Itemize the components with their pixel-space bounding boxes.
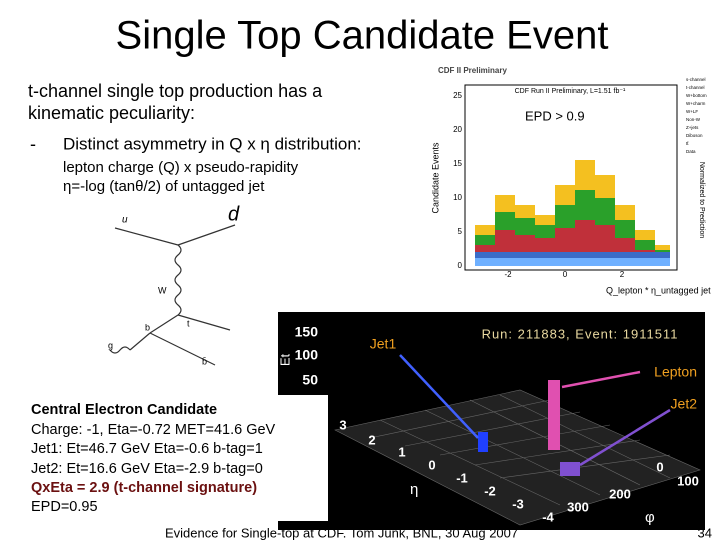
eta-tick: -4	[542, 509, 554, 524]
slide-title: Single Top Candidate Event	[116, 14, 609, 58]
hist-title: CDF Run II Preliminary, L=1.51 fb⁻¹	[515, 88, 626, 95]
legend-entry: t-channel	[686, 85, 705, 90]
legend-entry: s-channel	[686, 77, 706, 82]
candidate-text: Central Electron Candidate Charge: -1, E…	[31, 402, 276, 515]
hist-x-label: Q_lepton * η_untagged jet	[606, 285, 711, 295]
candidate-box	[27, 395, 328, 521]
legend-entry: W+charm	[686, 101, 706, 106]
lego-grid	[334, 389, 701, 526]
candidate-epd: EPD=0.95	[31, 499, 98, 515]
phi-tick: 0	[656, 459, 663, 474]
legend-entry: W+LF	[686, 109, 698, 114]
eta-tick: 2	[368, 432, 375, 447]
et-tick: 50	[302, 372, 318, 388]
point-box: t-channel single top production has a ki…	[28, 81, 323, 123]
hist-x-tick: -2	[504, 270, 512, 279]
legend-entry: Diboson	[686, 133, 703, 138]
jet2-tower	[560, 462, 580, 476]
legend-entry: W+bottom	[686, 93, 707, 98]
phi-ticks: 0 100 200 300	[567, 459, 699, 514]
candidate-line: Charge: -1, Eta=-0.72 MET=41.6 GeV	[31, 422, 276, 438]
legend-entry: Z+jets	[686, 125, 699, 130]
feynman-label: u	[122, 215, 128, 226]
feynman-label: b	[145, 322, 150, 332]
hist-y-label: Candidate Events	[430, 142, 440, 214]
candidate-signature: QxEta = 2.9 (t-channel signature)	[31, 480, 257, 496]
eta-tick: 0	[428, 457, 435, 472]
main-point: t-channel single top production has a ki…	[28, 81, 323, 123]
event-arrows	[399, 354, 671, 467]
et-label: Et	[277, 353, 292, 366]
eta-tick: 1	[398, 444, 405, 459]
hist-header: CDF II Preliminary	[438, 66, 507, 75]
feynman-diagram	[109, 224, 236, 366]
et-tick: 150	[295, 324, 319, 340]
hist-y-tick: 15	[453, 159, 462, 168]
note: η=-log (tanθ/2) of untagged jet	[63, 178, 265, 195]
hist-stack	[475, 160, 670, 266]
event-header: Run: 211883, Event: 1911511	[482, 326, 679, 341]
feynman-label: W	[158, 285, 167, 295]
lepton-label: Lepton	[654, 364, 697, 380]
eta-ticks: 3 2 1 0 -1 -2 -3 -4	[339, 417, 554, 524]
jet1-label: Jet1	[370, 336, 397, 352]
feynman-label: g	[108, 340, 113, 350]
feynman-label: t	[187, 318, 190, 328]
hist-y-tick: 10	[453, 193, 462, 202]
page-number: 34	[698, 525, 712, 540]
feynman-label: b̄	[202, 356, 207, 366]
bullet: -	[30, 134, 36, 154]
eta-tick: -2	[484, 483, 496, 498]
lepton-tower	[548, 380, 560, 450]
hist-y-ticks: 25 20 15 10 5 0	[453, 91, 462, 270]
eta-tick: -1	[456, 470, 468, 485]
hist-y-tick: 25	[453, 91, 462, 100]
eta-label: η	[410, 481, 418, 498]
et-tick: 100	[295, 347, 319, 363]
jet1-tower	[478, 432, 488, 452]
phi-tick: 300	[567, 499, 589, 514]
hist-cut: EPD > 0.9	[525, 108, 585, 123]
legend-entry: tt̄	[686, 141, 689, 147]
candidate-line: Jet1: Et=46.7 GeV Eta=-0.6 b-tag=1	[31, 441, 263, 457]
eta-tick: 3	[339, 417, 346, 432]
hist-legend: s-channel t-channel W+bottom W+charm W+L…	[686, 77, 707, 154]
sub-point: Distinct asymmetry in Q x η distribution…	[63, 134, 362, 153]
hist-y-tick: 0	[458, 261, 463, 270]
phi-tick: 100	[677, 473, 699, 488]
hist-x-tick: 0	[563, 270, 568, 279]
feynman-label: d	[228, 203, 240, 225]
phi-label: φ	[645, 509, 655, 526]
footer: Evidence for Single-top at CDF. Tom Junk…	[165, 525, 518, 540]
hist-side-label: Normalized to Prediction	[698, 162, 705, 238]
legend-entry: Non-W	[686, 117, 701, 122]
phi-tick: 200	[609, 486, 631, 501]
note: lepton charge (Q) x pseudo-rapidity	[63, 159, 299, 176]
hist-y-tick: 5	[458, 227, 463, 236]
et-ticks: 150 100 50	[295, 324, 319, 388]
hist-x-ticks: -2 0 2	[504, 270, 624, 279]
candidate-heading: Central Electron Candidate	[31, 402, 217, 418]
legend-entry: Data	[686, 149, 696, 154]
hist-y-tick: 20	[453, 125, 462, 134]
hist-x-tick: 2	[620, 270, 625, 279]
jet2-label: Jet2	[671, 396, 698, 412]
eta-tick: -3	[512, 496, 524, 511]
candidate-line: Jet2: Et=16.6 GeV Eta=-2.9 b-tag=0	[31, 461, 263, 477]
